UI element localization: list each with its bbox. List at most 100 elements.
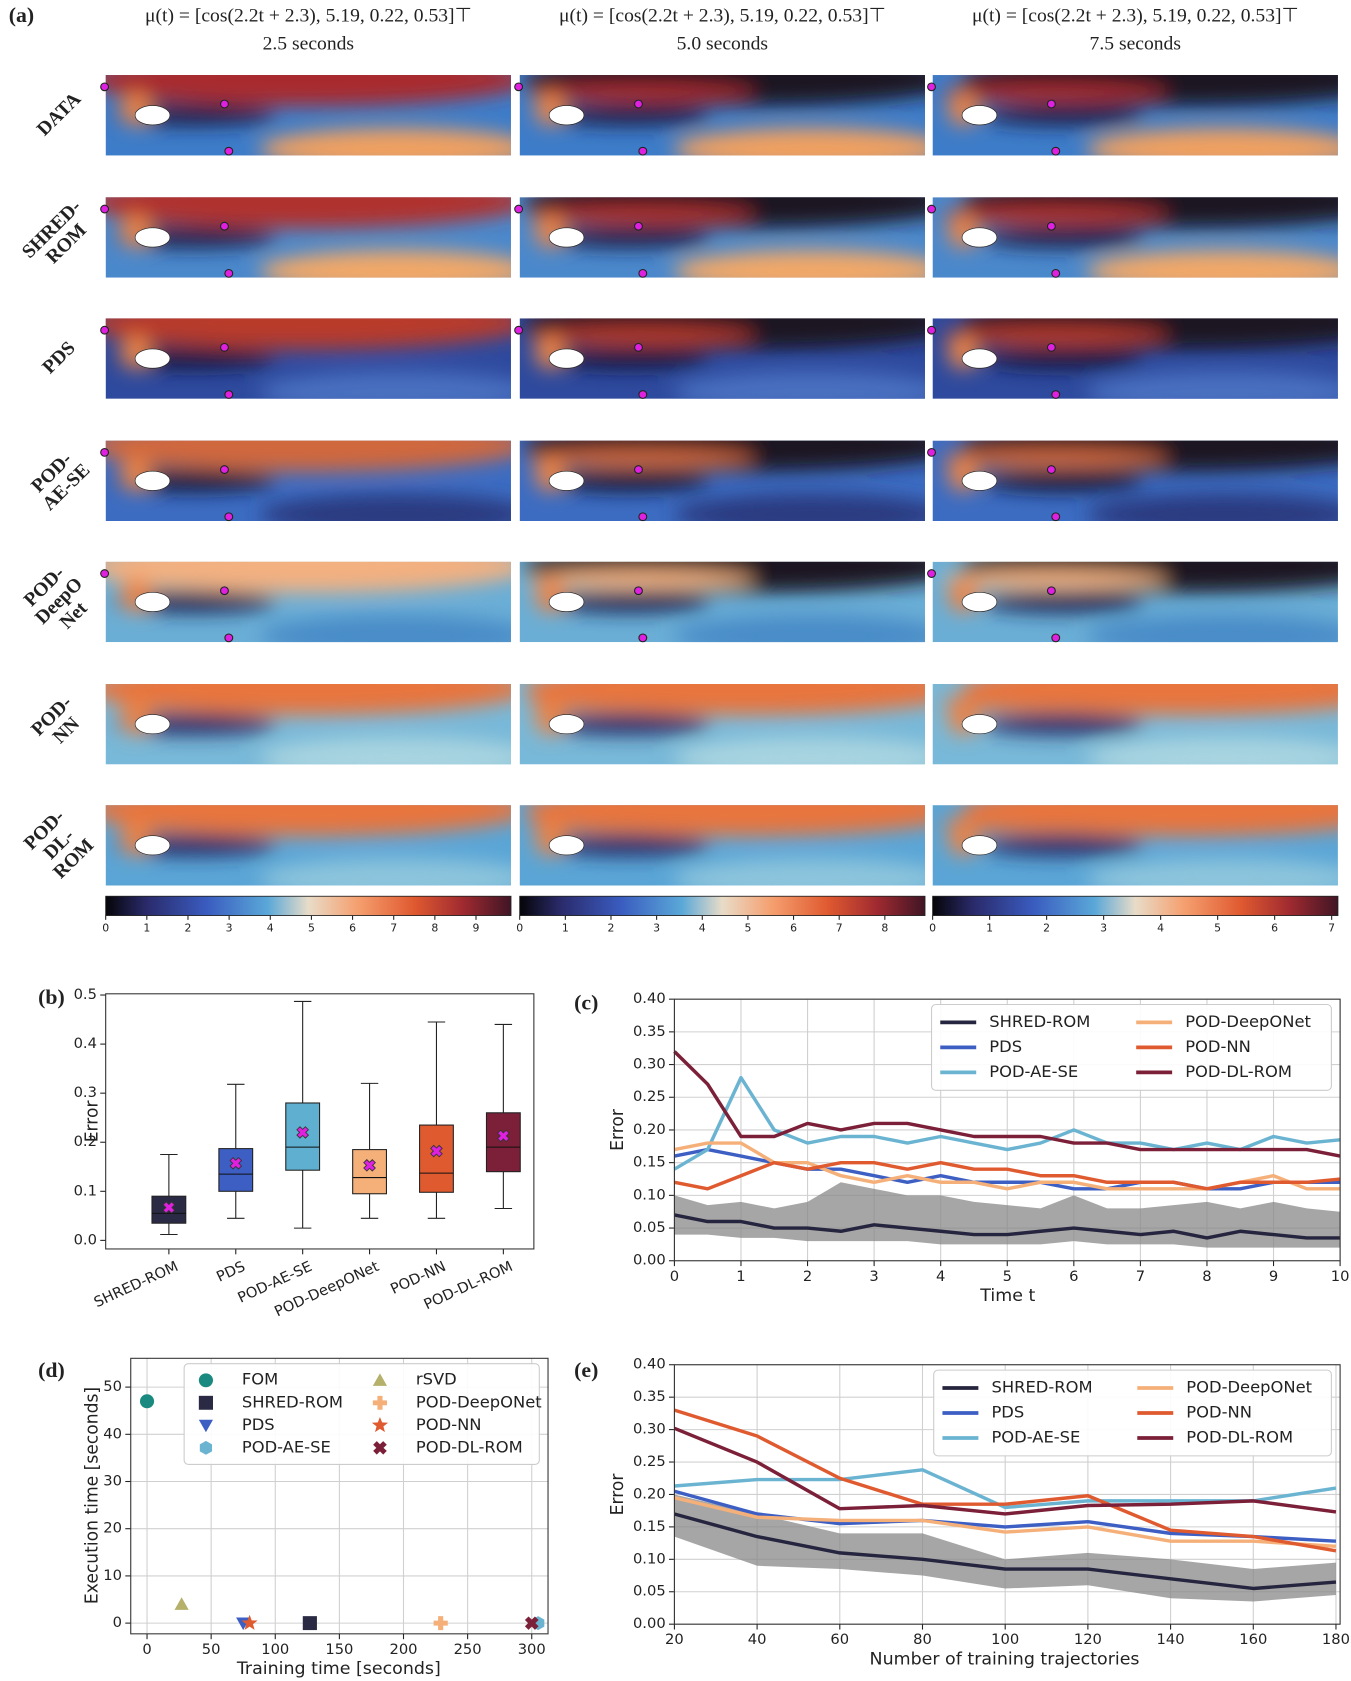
sensor bbox=[638, 512, 648, 522]
y-tick-label: 0.35 bbox=[633, 1023, 666, 1040]
airfoil bbox=[961, 105, 998, 126]
legend-marker bbox=[198, 1419, 214, 1433]
colorbar-tick-label: 6 bbox=[349, 921, 356, 934]
airfoil bbox=[548, 105, 585, 126]
mean-marker bbox=[430, 1144, 443, 1158]
colorbar-tick-label: 5 bbox=[1214, 921, 1221, 934]
airfoil bbox=[134, 714, 171, 735]
sensor bbox=[219, 465, 229, 474]
x-tick-label: 300 bbox=[518, 1641, 546, 1658]
sensor bbox=[1046, 221, 1056, 231]
field-bottom bbox=[673, 250, 925, 278]
airfoil bbox=[961, 348, 998, 369]
field-wake bbox=[548, 104, 711, 126]
field-bottom bbox=[259, 614, 511, 643]
legend-label: POD-NN bbox=[416, 1415, 482, 1434]
legend-label: rSVD bbox=[416, 1370, 457, 1389]
colorbar-tick-label: 2 bbox=[185, 921, 192, 934]
sensor bbox=[100, 82, 110, 92]
panel-label: (c) bbox=[574, 991, 598, 1015]
flow-field bbox=[105, 805, 511, 886]
sensor bbox=[514, 82, 524, 92]
field-bottom bbox=[259, 371, 511, 399]
field-blobs bbox=[523, 805, 925, 886]
field-top-edge bbox=[940, 813, 1168, 833]
box bbox=[285, 1102, 321, 1171]
flow-field bbox=[105, 683, 511, 765]
flow-field bbox=[519, 440, 925, 522]
colorbar bbox=[519, 895, 926, 916]
field-top-edge bbox=[113, 569, 341, 590]
flow-field bbox=[105, 318, 511, 399]
field-blobs bbox=[523, 75, 925, 156]
y-axis-label: Error bbox=[608, 1473, 628, 1516]
flow-field bbox=[519, 75, 925, 156]
legend-marker bbox=[198, 1395, 214, 1410]
legend-marker bbox=[372, 1373, 387, 1386]
row-label-group: POD-DL-ROM bbox=[20, 806, 98, 883]
legend-box bbox=[183, 1363, 540, 1465]
colorbar-tick-label: 1 bbox=[986, 921, 993, 934]
flow-field bbox=[932, 318, 1338, 399]
axes-frame bbox=[673, 1364, 1341, 1625]
airfoil bbox=[134, 227, 171, 248]
x-tick-label: 250 bbox=[454, 1641, 482, 1658]
y-tick-label: 50 bbox=[103, 1378, 122, 1395]
field-top-edge bbox=[113, 83, 341, 103]
field-blobs bbox=[940, 318, 1338, 399]
airfoil bbox=[548, 714, 585, 735]
legend-label: POD-AE-SE bbox=[242, 1437, 331, 1456]
x-tick-label: 180 bbox=[1322, 1631, 1350, 1648]
field-bottom bbox=[673, 614, 925, 643]
line bbox=[674, 1213, 1341, 1240]
legend-marker bbox=[371, 1416, 389, 1433]
colorbar bbox=[105, 895, 512, 916]
field-bottom bbox=[1086, 614, 1338, 643]
legend-box bbox=[933, 1369, 1332, 1457]
legend-marker bbox=[199, 1440, 213, 1455]
line bbox=[674, 1160, 1341, 1191]
sensor bbox=[1051, 268, 1061, 278]
field-bottom bbox=[673, 493, 925, 522]
panel-label: (b) bbox=[38, 985, 65, 1009]
x-tick-label: 2 bbox=[803, 1268, 812, 1285]
x-tick-label: 0 bbox=[670, 1268, 679, 1285]
field-top-edge bbox=[527, 692, 755, 712]
panel-label: (d) bbox=[38, 1358, 65, 1382]
field-bottom bbox=[673, 858, 925, 886]
field-top-edge bbox=[940, 83, 1168, 103]
legend-marker bbox=[373, 1441, 387, 1455]
field-blobs bbox=[523, 440, 925, 522]
legend-label: POD-DeepONet bbox=[1185, 1012, 1311, 1031]
sensor bbox=[1051, 390, 1061, 399]
y-tick-label: 0.4 bbox=[74, 1035, 97, 1052]
box bbox=[419, 1124, 454, 1193]
flow-field bbox=[932, 805, 1338, 886]
field-wake bbox=[548, 834, 711, 856]
flow-field bbox=[932, 561, 1338, 643]
sensor bbox=[633, 342, 643, 352]
field-top-edge bbox=[527, 813, 755, 833]
colorbar-tick-label: 2 bbox=[608, 921, 615, 934]
x-tick-label: 40 bbox=[748, 1631, 767, 1648]
sensor bbox=[633, 465, 643, 474]
colorbar-tick-label: 6 bbox=[790, 921, 797, 934]
colorbar-tick-label: 3 bbox=[1100, 921, 1107, 934]
y-tick-label: 0.1 bbox=[74, 1182, 97, 1199]
field-blobs bbox=[105, 561, 511, 643]
field-top-edge bbox=[940, 205, 1168, 225]
field-wake bbox=[981, 348, 1144, 370]
y-axis-label: Error bbox=[83, 1100, 103, 1143]
airfoil bbox=[961, 714, 998, 735]
sensor bbox=[100, 448, 110, 457]
airfoil bbox=[548, 227, 585, 248]
legend-label: PDS bbox=[989, 1037, 1022, 1056]
y-tick-label: 0.35 bbox=[633, 1388, 666, 1405]
row-label-group: PDS bbox=[39, 338, 80, 378]
colorbar-tick-label: 0 bbox=[516, 921, 523, 934]
sensor bbox=[633, 99, 643, 109]
colorbar-tick-label: 4 bbox=[267, 921, 274, 934]
colorbar-tick-label: 5 bbox=[744, 921, 751, 934]
field-wake bbox=[981, 227, 1144, 248]
field-top-edge bbox=[113, 448, 341, 468]
